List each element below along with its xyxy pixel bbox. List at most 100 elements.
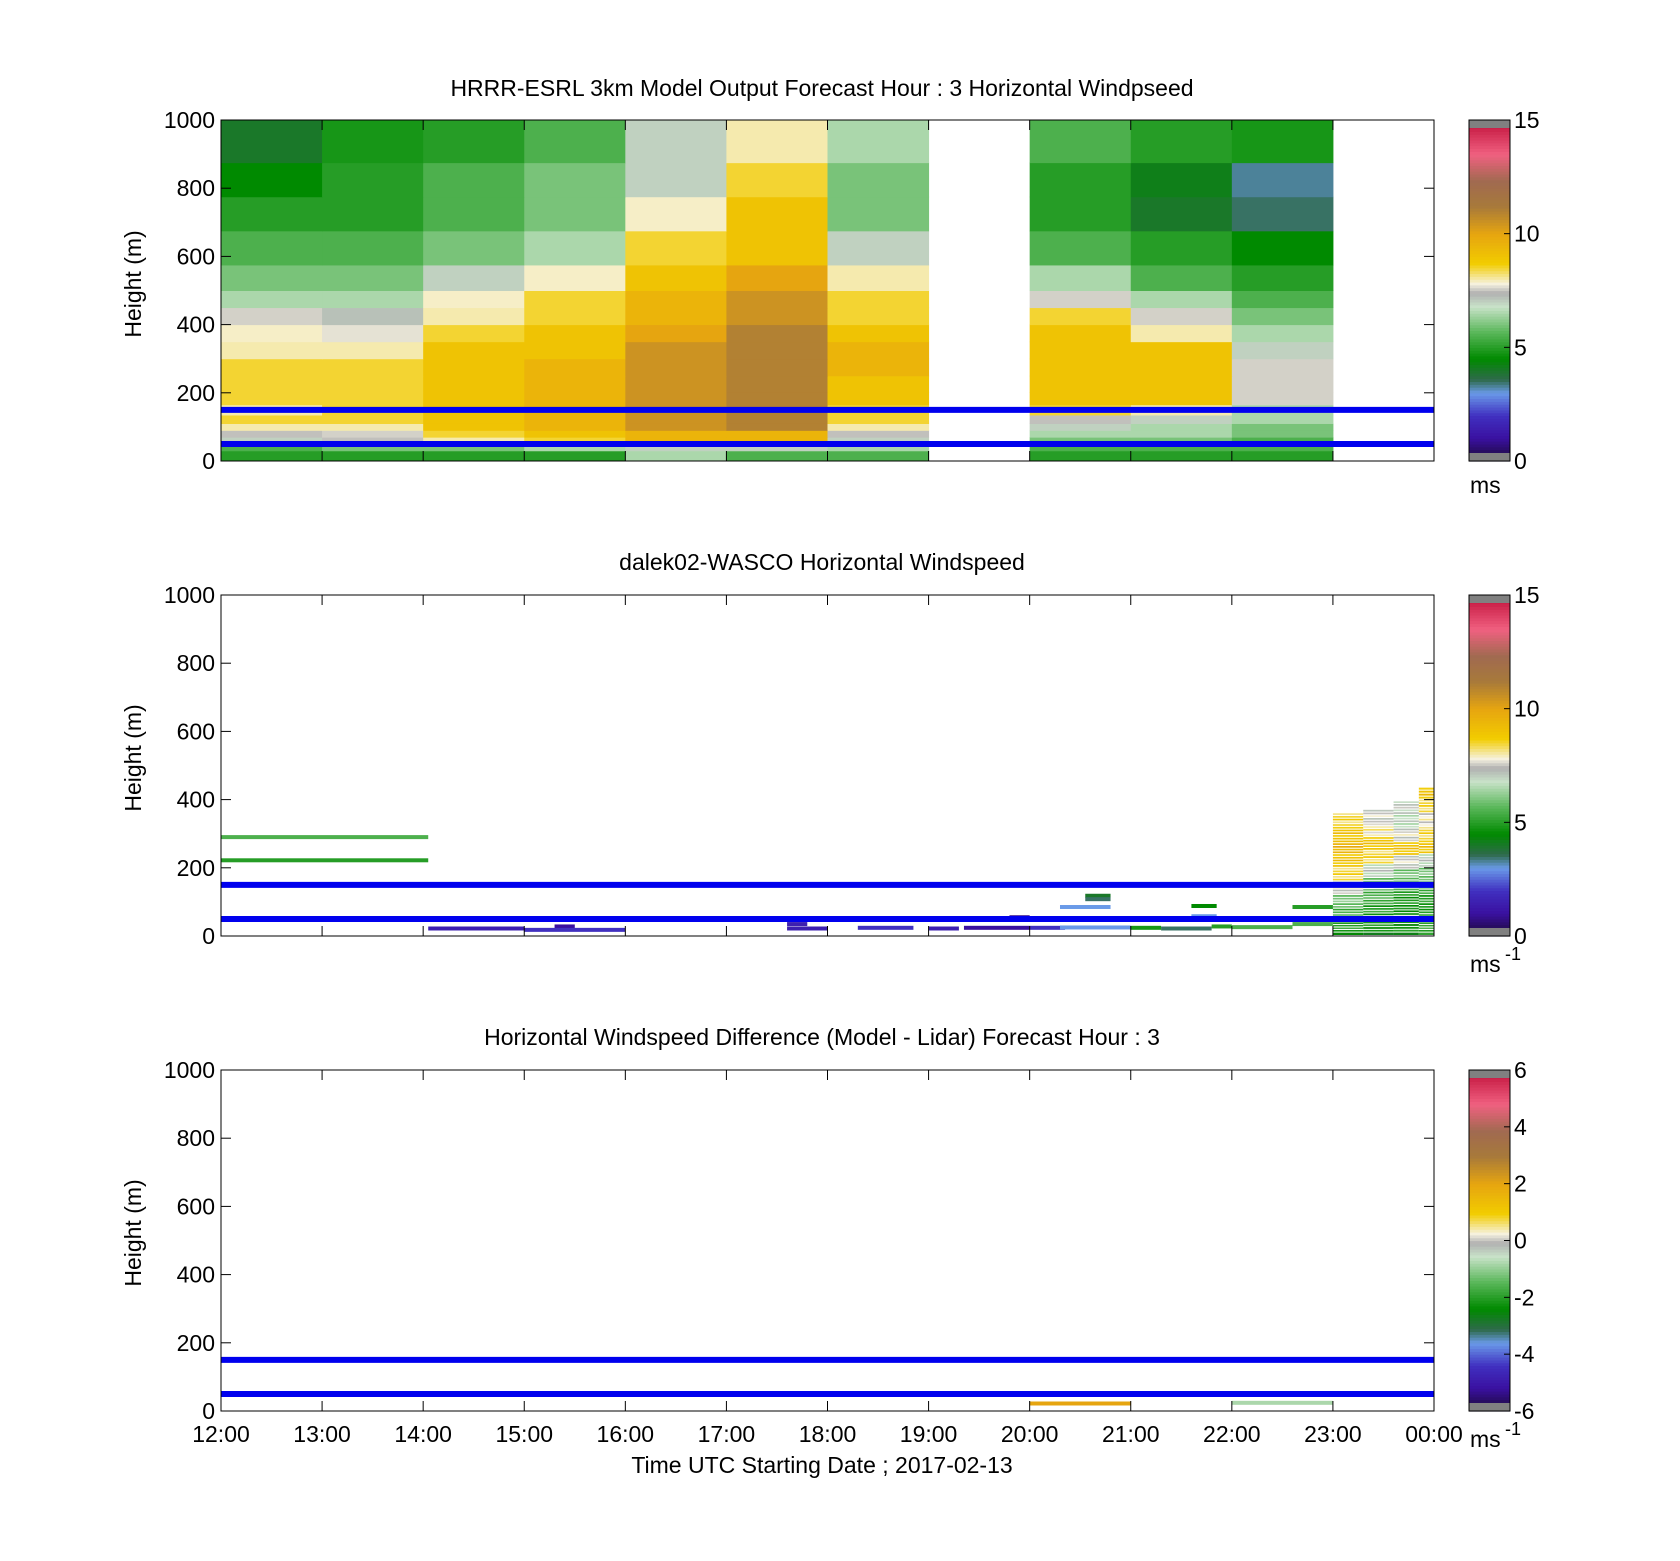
heatmap-cell: [423, 437, 525, 445]
heatmap-cell: [1130, 430, 1233, 438]
colorbar-band: [1469, 609, 1510, 613]
data-column-strip: [1393, 820, 1419, 823]
data-column-strip: [1363, 831, 1394, 834]
data-segment: [1161, 926, 1212, 931]
panel-lidar: dalek02-WASCO Horizontal Windspeed 0 200 4…: [120, 549, 1540, 977]
heatmap-cell: [1231, 358, 1334, 377]
colorbar-band: [1469, 1152, 1510, 1156]
colorbar-band: [1469, 395, 1510, 400]
colorbar-band: [1469, 264, 1510, 269]
heatmap-cell: [322, 443, 424, 452]
y-tick-label: 400: [177, 1262, 215, 1288]
heatmap-cell: [827, 341, 930, 360]
heatmap-cell: [726, 196, 828, 232]
x-tick-label: 23:00: [1304, 1421, 1362, 1447]
colorbar-band: [1469, 1109, 1510, 1114]
data-column-strip: [1332, 878, 1364, 881]
data-column-strip: [1363, 823, 1394, 826]
plot-background: [221, 595, 1434, 936]
colorbar-tick-label: 0: [1514, 923, 1527, 949]
colorbar-band: [1469, 134, 1510, 138]
x-tick-label: 20:00: [1001, 1421, 1059, 1447]
heatmap-cell: [827, 423, 930, 431]
data-column-strip: [1418, 911, 1434, 914]
data-column-strip: [1332, 924, 1364, 927]
colorbar-band: [1469, 253, 1510, 257]
colorbar-band: [1469, 267, 1510, 272]
colorbar-band: [1469, 441, 1510, 445]
colorbar-band: [1469, 256, 1510, 260]
colorbar-band: [1469, 705, 1510, 710]
data-column-strip: [1363, 880, 1394, 883]
data-column-strip: [1418, 892, 1434, 895]
heatmap-cell: [1231, 290, 1334, 309]
colorbar-band: [1469, 1121, 1510, 1125]
colorbar-tick-label: 15: [1514, 107, 1540, 133]
colorbar-band: [1469, 210, 1510, 215]
colorbar-band: [1469, 887, 1510, 892]
colorbar-band: [1469, 850, 1510, 855]
colorbar-band: [1469, 856, 1510, 860]
colorbar-band: [1469, 270, 1510, 275]
heatmap-cell: [423, 450, 525, 462]
heatmap-cell: [1231, 324, 1334, 343]
heatmap-cell: [524, 430, 626, 438]
colorbar-band: [1469, 208, 1510, 212]
colorbar-band: [1469, 1254, 1510, 1259]
colorbar-band: [1469, 1285, 1510, 1290]
heatmap-cell: [1029, 375, 1132, 393]
colorbar-band: [1469, 233, 1510, 238]
colorbar-band: [1469, 896, 1510, 900]
colorbar-cap: [1469, 453, 1510, 461]
heatmap-cell: [625, 120, 727, 164]
colorbar-band: [1469, 847, 1510, 852]
data-segment: [1130, 925, 1162, 930]
colorbar-band: [1469, 1263, 1510, 1267]
colorbar-band: [1469, 389, 1510, 394]
data-column-strip: [1418, 787, 1434, 790]
data-column-strip: [1393, 869, 1419, 872]
colorbar-band: [1469, 1209, 1510, 1213]
data-column-strip: [1418, 865, 1434, 867]
colorbar-band: [1469, 1206, 1510, 1210]
colorbar-band: [1469, 290, 1510, 294]
colorbar-band: [1469, 1217, 1510, 1222]
colorbar-band: [1469, 1078, 1510, 1082]
colorbar-band: [1469, 1376, 1510, 1381]
colorbar-band: [1469, 1138, 1510, 1142]
colorbar-band: [1469, 904, 1510, 909]
heatmap-cell: [524, 423, 626, 431]
heatmap-cell: [524, 414, 626, 424]
colorbar-band: [1469, 1123, 1510, 1128]
colorbar-band: [1469, 1357, 1510, 1361]
colorbar-band: [1469, 796, 1510, 801]
colorbar-band: [1469, 612, 1510, 616]
colorbar-band: [1469, 179, 1510, 184]
colorbar-unit: ms: [1470, 1426, 1501, 1452]
y-tick-label: 600: [177, 243, 215, 269]
heatmap-cell: [1130, 341, 1233, 360]
colorbar-band: [1469, 1098, 1510, 1102]
data-column-strip: [1363, 820, 1394, 823]
heatmap-cell: [1130, 358, 1233, 377]
data-column-strip: [1332, 900, 1364, 903]
data-column-strip: [1418, 922, 1434, 924]
panel-model: HRRR-ESRL 3km Model Output Forecast Hour…: [120, 75, 1540, 498]
colorbar-band: [1469, 640, 1510, 644]
heatmap-cell: [827, 430, 930, 438]
data-column-strip: [1332, 829, 1364, 832]
heatmap-cell: [423, 430, 525, 438]
y-tick-label: 600: [177, 1193, 215, 1219]
x-tick-label: 21:00: [1102, 1421, 1160, 1447]
data-segment: [428, 926, 525, 931]
colorbar-band: [1469, 435, 1510, 439]
colorbar-band: [1469, 185, 1510, 189]
y-tick-label: 1000: [164, 107, 215, 133]
colorbar-band: [1469, 1226, 1510, 1230]
panel-lidar-title: dalek02-WASCO Horizontal Windspeed: [619, 549, 1025, 575]
heatmap-cell: [524, 391, 626, 406]
colorbar-band: [1469, 1320, 1510, 1324]
colorbar-band: [1469, 1200, 1510, 1205]
heatmap-cell: [221, 324, 323, 343]
colorbar-band: [1469, 739, 1510, 744]
